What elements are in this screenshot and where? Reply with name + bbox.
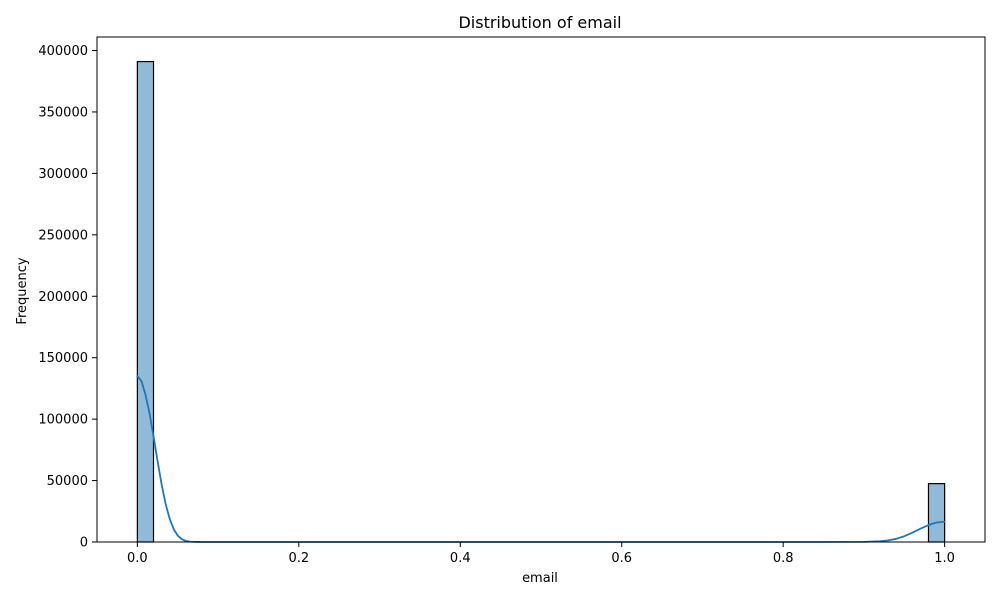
- x-tick-label: 0.4: [450, 551, 471, 566]
- y-tick-label: 400000: [38, 44, 88, 59]
- y-axis-title: Frequency: [15, 257, 30, 324]
- y-tick-label: 250000: [38, 228, 88, 243]
- x-tick-label: 1.0: [934, 551, 955, 566]
- x-axis-title: email: [522, 571, 558, 586]
- plot-frame: [96, 36, 986, 543]
- x-tick-label: 0.6: [611, 551, 632, 566]
- x-tick-label: 0.8: [773, 551, 794, 566]
- bars-layer: [136, 60, 946, 543]
- histogram-bar-0: [136, 60, 155, 543]
- y-tick-label: 50000: [47, 474, 88, 489]
- y-tick-label: 150000: [38, 351, 88, 366]
- axes-layer: 0.0 0.2 0.4 0.6 0.8 1.0 0 50000 100000 150000 2000…: [38, 36, 986, 566]
- chart-title: Distribution of email: [458, 13, 621, 32]
- x-tick-label: 0.0: [127, 551, 148, 566]
- y-tick-label: 0: [80, 536, 88, 551]
- y-tick-label: 200000: [38, 290, 88, 305]
- y-tick-label: 300000: [38, 167, 88, 182]
- y-tick-label: 100000: [38, 413, 88, 428]
- y-tick-label: 350000: [38, 105, 88, 120]
- histogram-bar-1: [927, 483, 946, 543]
- x-tick-label: 0.2: [288, 551, 309, 566]
